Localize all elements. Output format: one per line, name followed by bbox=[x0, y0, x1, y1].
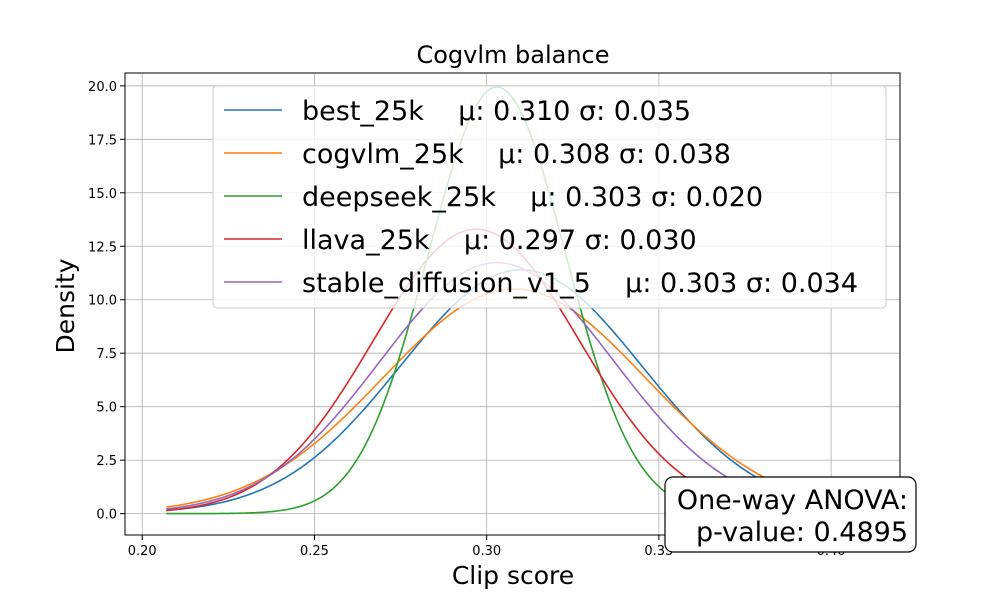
chart-title: Cogvlm balance bbox=[416, 41, 609, 69]
anova-box bbox=[664, 476, 917, 553]
anova-annotation: One-way ANOVA: p-value: 0.4895 bbox=[664, 476, 917, 553]
plot-frame bbox=[124, 72, 901, 536]
legend-label: llava_25k μ: 0.297 σ: 0.030 bbox=[302, 225, 697, 256]
legend-box bbox=[212, 85, 887, 309]
y-axis: 0.0 2.5 5.0 7.5 10.0 12.5 15.0 17.5 20.0 bbox=[88, 80, 125, 523]
legend-label: stable_diffusion_v1_5 μ: 0.303 σ: 0.034 bbox=[302, 268, 858, 299]
anova-title: One-way ANOVA: bbox=[677, 485, 908, 516]
y-tick-label: 7.5 bbox=[96, 347, 117, 362]
legend-label: deepseek_25k μ: 0.303 σ: 0.020 bbox=[302, 182, 763, 213]
x-axis-label: Clip score bbox=[452, 561, 574, 590]
y-tick-label: 20.0 bbox=[88, 80, 117, 95]
y-tick-label: 15.0 bbox=[88, 187, 117, 202]
x-tick-label: 0.20 bbox=[128, 544, 157, 559]
legend: best_25k μ: 0.310 σ: 0.035 cogvlm_25k μ: … bbox=[212, 85, 887, 309]
y-tick-label: 12.5 bbox=[88, 240, 117, 255]
legend-label: best_25k μ: 0.310 σ: 0.035 bbox=[302, 96, 691, 127]
legend-label: cogvlm_25k μ: 0.308 σ: 0.038 bbox=[302, 139, 731, 170]
anova-p-value: p-value: 0.4895 bbox=[696, 517, 908, 548]
y-tick-label: 5.0 bbox=[96, 401, 117, 416]
y-tick-label: 0.0 bbox=[96, 508, 117, 523]
y-axis-label: Density bbox=[51, 258, 80, 353]
y-tick-label: 10.0 bbox=[88, 294, 117, 309]
x-tick-label: 0.25 bbox=[300, 544, 329, 559]
y-tick-label: 2.5 bbox=[96, 454, 117, 469]
y-tick-label: 17.5 bbox=[88, 133, 117, 148]
series-line-cogvlm-25k bbox=[166, 288, 849, 508]
x-tick-label: 0.30 bbox=[472, 544, 501, 559]
